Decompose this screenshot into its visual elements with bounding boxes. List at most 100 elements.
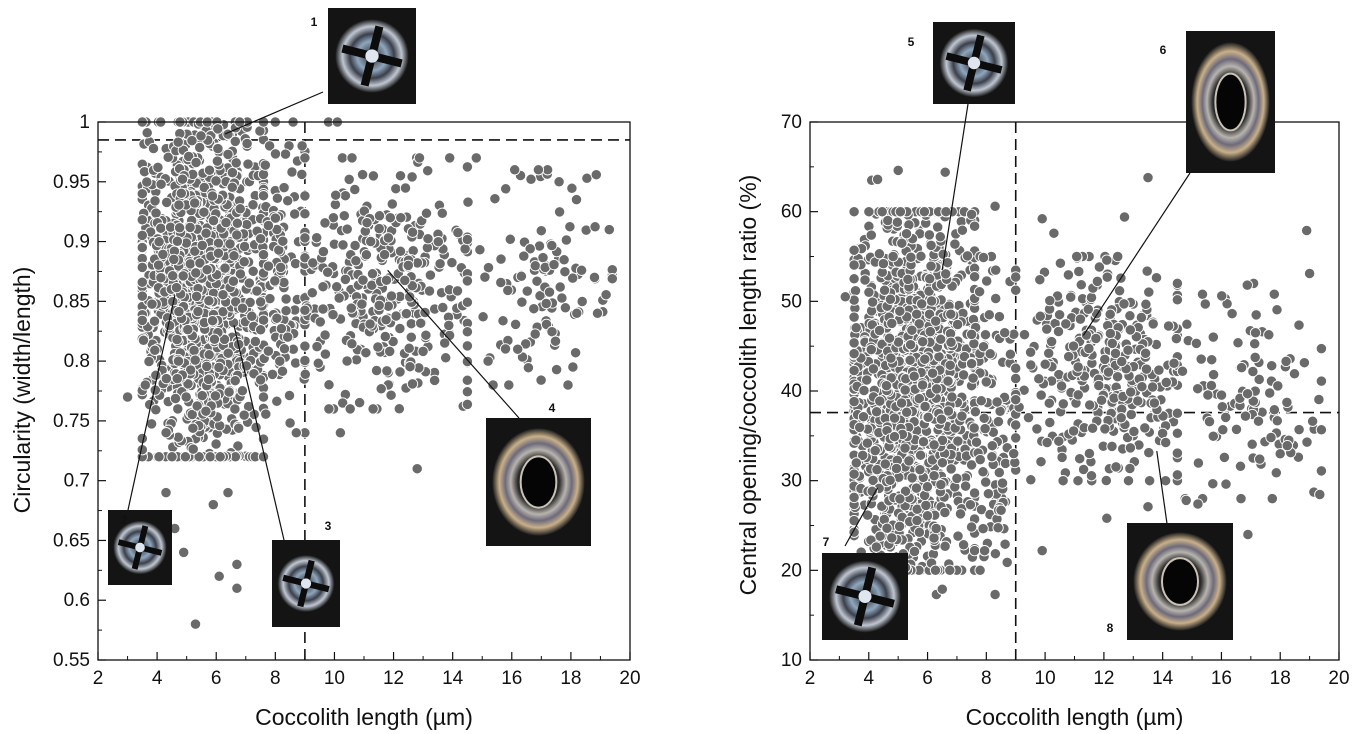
panel-1-data-point bbox=[497, 315, 509, 327]
panel-1-y-tick-label: 0.8 bbox=[64, 351, 90, 372]
panel-2-data-point bbox=[930, 315, 942, 327]
panel-2-data-point bbox=[1124, 462, 1136, 475]
panel-1-data-point bbox=[581, 172, 593, 184]
panel-2-data-point bbox=[1065, 291, 1077, 303]
panel-1-data-point bbox=[276, 365, 289, 377]
panel-2-data-point bbox=[1010, 362, 1022, 374]
panel-1-data-point bbox=[394, 322, 406, 335]
panel-1-data-point bbox=[570, 193, 583, 206]
panel-1-data-point bbox=[502, 284, 514, 297]
panel-1-data-point bbox=[437, 301, 449, 314]
panel-1-data-point bbox=[533, 240, 546, 252]
inset-number-8: 8 bbox=[1107, 621, 1114, 635]
panel-2-data-point bbox=[911, 514, 923, 527]
panel-1-data-point bbox=[230, 157, 242, 169]
panel-2-data-point bbox=[906, 324, 918, 336]
panel-2-data-point bbox=[951, 472, 963, 485]
panel-1-data-point bbox=[532, 164, 545, 176]
panel-2-data-point bbox=[895, 397, 908, 409]
panel-2-data-point bbox=[970, 436, 983, 448]
panel-1-data-point bbox=[333, 292, 345, 304]
panel-2-data-point bbox=[901, 406, 913, 418]
panel-2-data-point bbox=[1171, 277, 1184, 290]
panel-1-data-point bbox=[280, 305, 292, 317]
panel-2-data-point bbox=[1132, 395, 1144, 407]
panel-2-data-point bbox=[848, 468, 860, 480]
panel-1-data-point bbox=[400, 307, 413, 320]
panel-2-data-point bbox=[1095, 394, 1108, 406]
panel-1-data-point bbox=[344, 403, 356, 415]
panel-2-data-point bbox=[1215, 389, 1228, 401]
panel-2-data-point bbox=[884, 474, 896, 486]
panel-2-data-point bbox=[1139, 422, 1151, 434]
panel-1-data-point bbox=[264, 292, 276, 305]
panel-1-data-point bbox=[546, 326, 558, 338]
panel-1-x-tick-label: 4 bbox=[152, 668, 163, 689]
panel-2-data-point bbox=[982, 488, 995, 500]
panel-1-data-point bbox=[190, 290, 203, 303]
panel-1-data-point bbox=[262, 219, 275, 232]
panel-2-data-point bbox=[1206, 354, 1218, 366]
panel-1-data-point bbox=[451, 285, 464, 297]
panel-2-data-point bbox=[993, 310, 1006, 323]
panel-1-data-point bbox=[238, 240, 251, 253]
panel-1-x-tick-label: 6 bbox=[211, 668, 222, 689]
inset-number-3: 3 bbox=[325, 519, 332, 533]
panel-2-data-point bbox=[883, 332, 896, 344]
panel-1-data-point bbox=[289, 257, 302, 270]
panel-2-data-point bbox=[1252, 415, 1265, 427]
panel-2-data-point bbox=[849, 285, 862, 297]
panel-2-x-tick-label: 20 bbox=[1328, 668, 1349, 689]
panel-1-data-point bbox=[588, 271, 601, 284]
panel-1-data-point bbox=[600, 289, 612, 301]
panel-1-data-point bbox=[263, 140, 276, 152]
panel-1-x-tick-label: 2 bbox=[93, 668, 104, 689]
panel-2-data-point bbox=[1306, 415, 1319, 427]
panel-2-data-point bbox=[913, 526, 926, 538]
panel-2-data-point bbox=[945, 308, 957, 320]
panel-2-data-point bbox=[1235, 361, 1248, 374]
panel-1-data-point bbox=[311, 232, 323, 244]
panel-2-data-point bbox=[986, 451, 998, 463]
panel-2-data-point bbox=[1247, 365, 1259, 378]
panel-1-x-tick-label: 20 bbox=[619, 668, 640, 689]
panel-1-x-tick-label: 10 bbox=[324, 668, 345, 689]
panel-1-data-point bbox=[277, 235, 289, 247]
panel-1-data-point bbox=[194, 141, 206, 154]
panel-2-data-point bbox=[871, 463, 883, 476]
panel-2-data-point bbox=[1313, 393, 1325, 406]
panel-2-data-point bbox=[900, 228, 913, 240]
panel-1-data-point bbox=[136, 229, 148, 242]
panel-1-data-point bbox=[319, 217, 331, 229]
panel-1-y-tick-label: 0.85 bbox=[53, 291, 90, 312]
panel-1-data-point bbox=[299, 304, 311, 316]
panel-2-data-point bbox=[929, 564, 942, 576]
inset-number-7: 7 bbox=[823, 535, 830, 549]
panel-1-data-point bbox=[191, 400, 203, 412]
panel-1-y-tick-label: 0.75 bbox=[53, 411, 90, 432]
panel-1-data-point bbox=[307, 257, 319, 269]
panel-1-data-point bbox=[160, 372, 173, 385]
panel-2-data-point bbox=[942, 375, 954, 387]
panel-1-data-point bbox=[226, 181, 238, 193]
panel-1-data-point bbox=[323, 379, 335, 391]
panel-1-data-point bbox=[141, 176, 153, 188]
panel-2-data-point bbox=[969, 406, 982, 418]
panel-2-data-point bbox=[1230, 423, 1243, 436]
panel-1-data-point bbox=[209, 390, 222, 402]
panel-2-scatter-series bbox=[839, 164, 1328, 601]
panel-1-data-point bbox=[524, 243, 536, 255]
panel-2-data-point bbox=[906, 472, 918, 484]
panel-1-data-point bbox=[394, 170, 407, 182]
panel-2-data-point bbox=[859, 274, 871, 286]
panel-1-data-point bbox=[606, 273, 618, 285]
panel-2-x-tick-label: 12 bbox=[1093, 668, 1114, 689]
panel-2-data-point bbox=[1101, 512, 1113, 524]
panel-2-data-point bbox=[995, 504, 1007, 516]
panel-2-data-point bbox=[1140, 298, 1152, 310]
panel-1-data-point bbox=[136, 188, 148, 200]
panel-1-data-point bbox=[311, 340, 323, 353]
panel-1-data-point bbox=[373, 210, 386, 222]
panel-2-data-point bbox=[939, 166, 951, 178]
panel-2-data-point bbox=[989, 548, 1002, 560]
